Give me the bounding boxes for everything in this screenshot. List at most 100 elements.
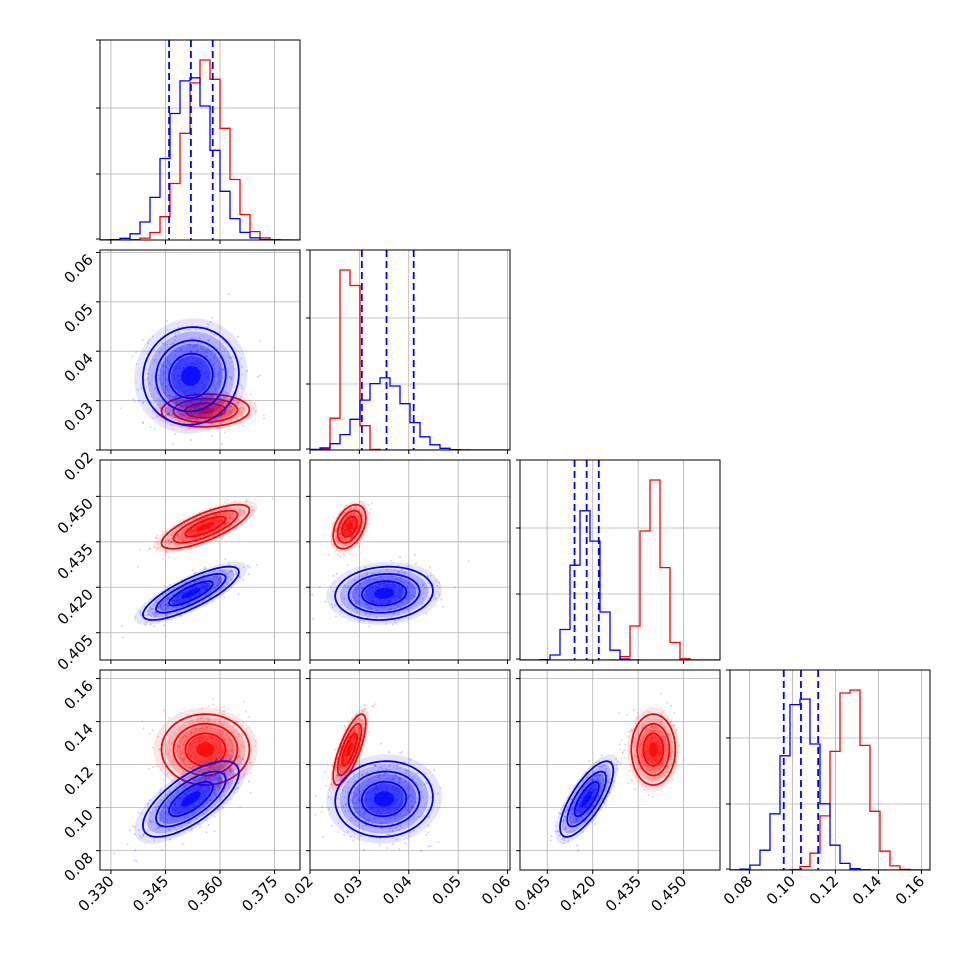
sample-point: [181, 385, 184, 388]
sample-point: [154, 387, 157, 390]
sample-point: [232, 416, 235, 419]
sample-point: [159, 603, 161, 606]
sample-point: [647, 794, 650, 797]
sample-point: [192, 806, 195, 808]
sample-point: [371, 790, 374, 793]
sample-point: [364, 810, 367, 813]
sample-point: [238, 510, 241, 513]
sample-point: [160, 603, 163, 606]
sample-point: [651, 737, 654, 739]
sample-point: [227, 412, 230, 415]
sample-point: [364, 589, 367, 592]
sample-point: [355, 713, 358, 716]
sample-point: [356, 730, 359, 733]
sample-point: [174, 396, 177, 399]
sample-point: [205, 583, 208, 585]
sample-point: [391, 786, 394, 789]
sample-point: [405, 769, 408, 772]
sample-point: [343, 759, 346, 762]
sample-point: [221, 538, 223, 540]
sample-point: [194, 585, 197, 588]
sample-point: [354, 820, 357, 823]
sample-point: [155, 536, 157, 539]
sample-point: [353, 735, 356, 738]
sample-point: [185, 348, 188, 350]
sample-point: [352, 513, 355, 516]
sample-point: [377, 582, 380, 585]
sample-point: [346, 780, 349, 783]
sample-point: [369, 797, 372, 800]
sample-point: [635, 716, 638, 719]
sample-point: [339, 772, 342, 775]
sample-point: [382, 582, 385, 585]
scatter-panel-2-1: [310, 500, 470, 628]
sample-point: [150, 608, 153, 611]
sample-point: [255, 563, 258, 566]
sample-point: [380, 602, 383, 604]
sample-point: [412, 775, 415, 778]
sample-point: [193, 412, 195, 415]
sample-point: [184, 581, 187, 584]
sample-point: [386, 789, 389, 792]
sample-point: [215, 574, 218, 577]
sample-point: [226, 582, 229, 585]
sample-point: [248, 566, 251, 569]
sample-point: [204, 388, 207, 391]
sample-point: [161, 382, 164, 385]
sample-point: [202, 348, 204, 351]
sample-point: [354, 602, 357, 605]
sample-point: [344, 528, 347, 531]
sample-point: [175, 368, 178, 371]
sample-point: [258, 374, 261, 377]
sample-point: [200, 761, 203, 764]
sample-point: [195, 425, 197, 428]
sample-point: [223, 390, 226, 393]
contour-line: [172, 509, 239, 544]
sample-point: [205, 411, 208, 414]
sample-point: [350, 740, 353, 743]
sample-point: [146, 341, 149, 344]
sample-point: [254, 745, 257, 748]
sample-point: [177, 381, 180, 384]
sample-point: [346, 758, 348, 761]
sample-point: [166, 329, 169, 332]
sample-point: [179, 399, 182, 402]
sample-point: [437, 840, 440, 843]
sample-point: [220, 769, 223, 772]
sample-point: [185, 408, 188, 411]
sample-point: [227, 499, 230, 502]
sample-point: [201, 707, 203, 710]
sample-point: [192, 362, 195, 365]
sample-point: [201, 381, 204, 384]
sample-point: [156, 392, 159, 395]
sample-point: [400, 590, 403, 593]
sample-point: [368, 522, 371, 525]
sample-point: [191, 386, 194, 389]
sample-point: [178, 602, 181, 604]
sample-point: [658, 756, 661, 759]
sample-point: [146, 377, 149, 380]
sample-point: [408, 611, 411, 614]
sample-point: [213, 793, 216, 796]
sample-point: [185, 765, 188, 768]
sample-point: [230, 411, 233, 414]
sample-point: [655, 736, 657, 739]
sample-point: [379, 766, 382, 769]
sample-point: [344, 531, 347, 534]
sample-point: [357, 725, 360, 728]
sample-point: [221, 798, 224, 801]
sample-point: [396, 790, 399, 793]
sample-point: [210, 331, 213, 334]
sample-point: [397, 593, 400, 595]
sample-point: [406, 588, 409, 591]
sample-point: [182, 385, 185, 387]
sample-point: [215, 513, 218, 516]
sample-point: [193, 753, 196, 756]
sample-point: [220, 518, 222, 521]
sample-point: [199, 826, 202, 829]
sample-point: [373, 703, 376, 706]
sample-point: [200, 585, 203, 587]
sample-point: [200, 352, 203, 355]
sample-point: [234, 402, 237, 405]
sample-point: [203, 566, 206, 568]
